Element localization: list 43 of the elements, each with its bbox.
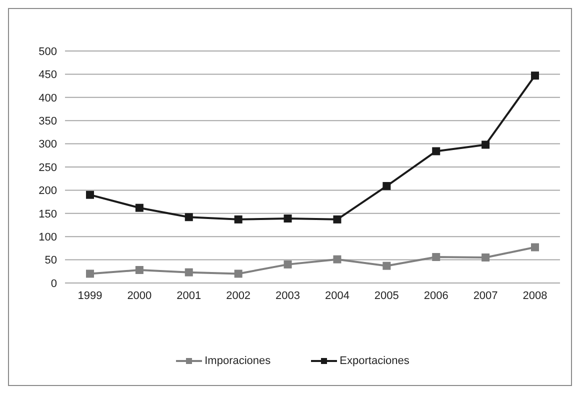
y-tick-label: 400: [38, 92, 57, 104]
x-tick-label: 2008: [522, 290, 548, 302]
point: [432, 147, 440, 156]
x-tick-label: 1999: [78, 290, 102, 302]
y-tick-label: 450: [38, 69, 57, 82]
x-tick-label: 2006: [424, 290, 448, 302]
point: [86, 270, 94, 278]
point: [482, 253, 490, 262]
x-tick-label: 2007: [473, 290, 498, 302]
y-tick-label: 150: [38, 208, 57, 220]
legend-label: Exportaciones: [340, 355, 410, 367]
point: [284, 214, 292, 223]
point: [86, 190, 94, 199]
y-tick-label: 50: [44, 254, 57, 267]
point: [135, 204, 144, 212]
y-tick-label: 350: [38, 116, 57, 128]
x-tick-label: 2001: [176, 290, 202, 302]
point: [184, 268, 193, 276]
point: [531, 243, 539, 252]
point: [432, 253, 440, 262]
y-tick-label: 0: [50, 278, 57, 290]
point: [234, 270, 242, 278]
x-tick-label: 2003: [276, 290, 300, 302]
point: [333, 215, 342, 224]
legend-label: Imporaciones: [204, 355, 271, 367]
point: [382, 262, 391, 270]
y-tick-label: 500: [38, 46, 57, 58]
x-tick-label: 2004: [324, 290, 350, 302]
x-tick-label: 2005: [374, 290, 399, 302]
y-tick-label: 250: [38, 162, 57, 174]
point: [531, 72, 539, 80]
point: [184, 213, 193, 222]
point: [382, 182, 391, 190]
x-tick-label: 2000: [127, 290, 152, 302]
point: [284, 260, 292, 268]
y-tick-label: 200: [38, 185, 57, 198]
point: [482, 140, 490, 149]
y-tick-label: 300: [38, 138, 57, 151]
point: [234, 215, 242, 224]
point: [333, 255, 342, 264]
y-tick-label: 100: [38, 232, 57, 244]
x-tick-label: 2002: [226, 290, 251, 302]
point: [135, 266, 144, 274]
